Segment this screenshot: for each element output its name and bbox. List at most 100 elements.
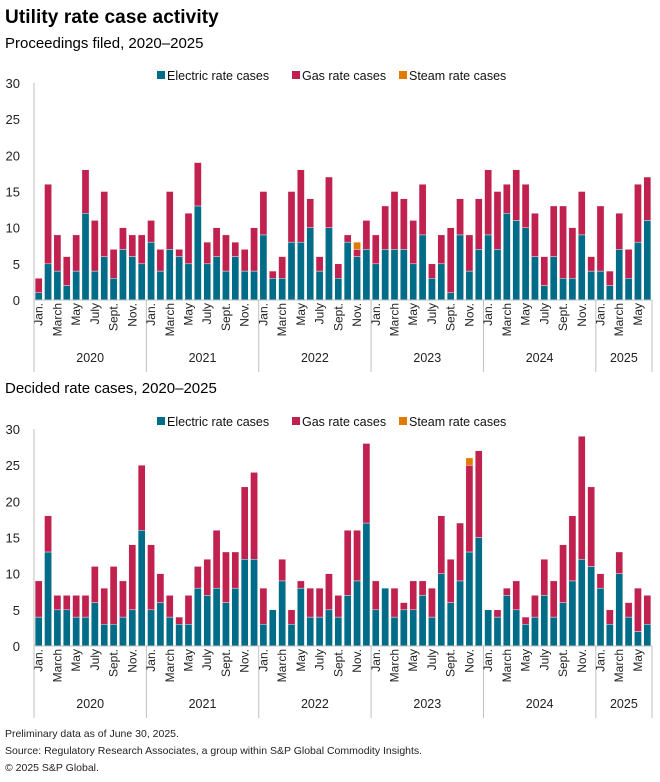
x-tick-label: Nov. [238,303,252,327]
bar-gas [540,256,549,286]
bar-electric [372,609,380,647]
bar-gas [287,191,296,243]
x-tick-label: May [294,303,308,326]
bar-electric [606,285,614,301]
bar-gas [493,609,502,618]
bar-gas [343,530,352,596]
bar-electric [362,249,371,301]
bar-gas [147,220,155,243]
x-tick-label: Jan. [32,649,46,672]
bar-gas [91,566,99,603]
bar-gas [428,587,436,618]
x-tick-label: Sept. [444,649,458,677]
bar-gas [559,205,567,279]
bar-electric [231,587,240,647]
bar-gas [512,169,520,221]
bar-electric [596,587,605,647]
year-label: 2020 [76,697,104,711]
bar-gas [334,595,343,618]
y-tick-label: 20 [6,148,20,163]
bar-electric [315,270,324,301]
bar-electric [549,256,558,301]
year-label: 2021 [189,697,217,711]
x-tick-label: Sept. [556,303,570,331]
x-tick-label: Sept. [556,649,570,677]
bar-gas [409,220,417,265]
bar-gas [643,176,652,221]
bar-electric [34,616,43,647]
x-tick-label: May [519,649,533,672]
legend-label-electric: Electric rate cases [167,415,269,429]
bar-gas [465,464,474,553]
bar-electric [531,616,539,647]
x-tick-label: March [50,649,64,682]
bar-electric [166,249,174,301]
bar-electric [194,587,202,647]
bar-electric [559,602,567,647]
bar-electric [540,595,549,647]
bar-electric [446,602,455,647]
bar-gas [568,227,577,279]
bar-electric [372,263,380,301]
bar-gas [100,191,108,257]
bar-electric [343,595,352,647]
bar-electric [578,558,586,647]
x-tick-label: Nov. [125,303,139,327]
bar-gas [184,212,193,265]
bar-electric [362,522,371,647]
bar-electric [119,249,127,301]
bar-steam [465,457,474,466]
bar-gas [81,595,90,618]
x-tick-label: Nov. [350,649,364,673]
bar-gas [278,558,286,582]
x-tick-label: July [88,649,102,670]
bar-gas [287,609,296,625]
y-tick-label: 30 [6,76,20,91]
y-tick-label: 15 [6,185,20,200]
bar-electric [418,234,427,301]
bar-gas [175,616,183,625]
x-tick-label: Nov. [462,649,476,673]
y-tick-label: 5 [13,257,20,272]
bar-electric [531,256,539,301]
bar-electric [100,256,108,301]
bar-electric [175,624,183,647]
bar-electric [446,292,455,301]
x-tick-label: March [275,303,289,336]
bar-gas [128,544,137,611]
x-tick-label: Sept. [107,303,121,331]
bar-gas [137,464,146,531]
footer-source: Source: Regulatory Research Associates, … [5,745,423,757]
bar-electric [269,609,277,647]
bar-electric [147,609,155,647]
bar-electric [484,234,492,301]
bar-gas [194,162,202,207]
bar-gas [475,198,483,250]
bar-gas [540,558,549,596]
y-tick-label: 25 [6,112,20,127]
bar-gas [624,602,633,618]
bar-electric [119,616,127,647]
bar-gas [578,191,586,236]
bar-gas [362,220,371,250]
bar-gas [343,234,352,243]
legend-swatch-gas [292,417,300,425]
bar-gas [315,587,324,618]
chart-2-title: Decided rate cases, 2020–2025 [5,380,217,397]
year-label: 2021 [189,351,217,365]
x-tick-label: July [200,649,214,670]
bar-gas [606,609,614,625]
y-tick-label: 10 [6,567,20,582]
x-tick-label: March [388,303,402,336]
bar-electric [643,624,652,647]
bar-electric [109,624,118,647]
bar-electric [587,566,595,647]
bar-gas [353,249,361,257]
bar-gas [250,227,258,272]
x-tick-label: May [182,649,196,672]
bar-gas [549,580,558,618]
bar-electric [325,227,333,301]
bar-electric [278,278,286,301]
x-tick-label: March [275,649,289,682]
legend-swatch-gas [292,71,300,79]
